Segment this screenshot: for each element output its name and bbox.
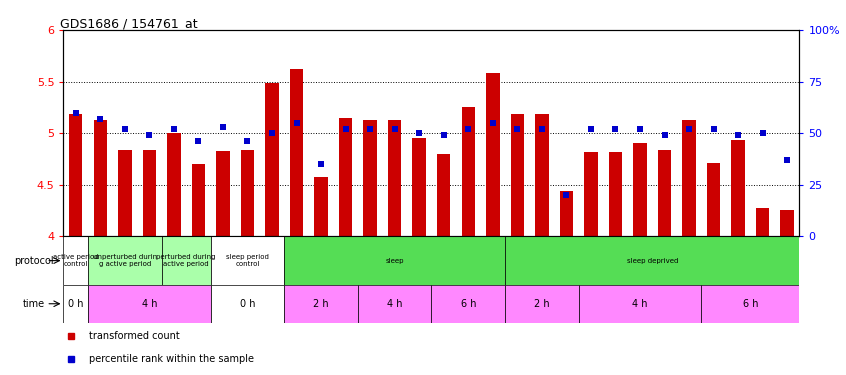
- Point: [142, 132, 156, 138]
- Point: [731, 132, 744, 138]
- Bar: [413, 138, 426, 236]
- Bar: [781, 210, 794, 236]
- Bar: [756, 209, 769, 236]
- Bar: [266, 82, 278, 236]
- Bar: [162, 236, 211, 285]
- Point: [706, 126, 720, 132]
- Point: [755, 130, 769, 136]
- Point: [780, 157, 794, 163]
- Bar: [505, 285, 579, 322]
- Text: 0 h: 0 h: [239, 299, 255, 309]
- Bar: [290, 69, 303, 236]
- Point: [363, 126, 376, 132]
- Point: [216, 124, 229, 130]
- Bar: [211, 236, 284, 285]
- Point: [437, 132, 450, 138]
- Point: [486, 120, 499, 126]
- Text: transformed count: transformed count: [89, 331, 180, 341]
- Bar: [284, 285, 358, 322]
- Point: [191, 138, 205, 144]
- Point: [461, 126, 475, 132]
- Bar: [94, 120, 107, 236]
- Bar: [585, 152, 597, 236]
- Point: [412, 130, 426, 136]
- Point: [510, 126, 524, 132]
- Bar: [462, 107, 475, 236]
- Text: perturbed during
active period: perturbed during active period: [157, 254, 216, 267]
- Text: 4 h: 4 h: [632, 299, 648, 309]
- Point: [559, 192, 573, 198]
- Bar: [168, 133, 180, 236]
- Text: active period
control: active period control: [53, 254, 98, 267]
- Text: 2 h: 2 h: [534, 299, 550, 309]
- Point: [93, 116, 107, 122]
- Bar: [88, 285, 211, 322]
- Bar: [536, 114, 548, 236]
- Text: sleep: sleep: [386, 258, 404, 264]
- Point: [584, 126, 597, 132]
- Text: 4 h: 4 h: [141, 299, 157, 309]
- Bar: [701, 285, 799, 322]
- Text: 6 h: 6 h: [743, 299, 758, 309]
- Bar: [241, 150, 254, 236]
- Text: sleep deprived: sleep deprived: [627, 258, 678, 264]
- Bar: [609, 152, 622, 236]
- Bar: [431, 285, 505, 322]
- Bar: [707, 163, 720, 236]
- Bar: [63, 236, 88, 285]
- Text: GDS1686 / 154761_at: GDS1686 / 154761_at: [60, 17, 197, 30]
- Point: [118, 126, 131, 132]
- Point: [240, 138, 254, 144]
- Point: [167, 126, 180, 132]
- Bar: [118, 150, 131, 236]
- Bar: [560, 191, 573, 236]
- Bar: [192, 164, 205, 236]
- Bar: [634, 143, 646, 236]
- Point: [608, 126, 622, 132]
- Point: [69, 110, 82, 116]
- Bar: [511, 114, 524, 236]
- Bar: [388, 120, 401, 236]
- Bar: [315, 177, 327, 236]
- Bar: [211, 285, 284, 322]
- Point: [387, 126, 401, 132]
- Bar: [683, 120, 695, 236]
- Bar: [732, 140, 744, 236]
- Bar: [364, 120, 376, 236]
- Text: 4 h: 4 h: [387, 299, 403, 309]
- Text: protocol: protocol: [14, 256, 54, 266]
- Text: sleep period
control: sleep period control: [226, 254, 269, 267]
- Bar: [437, 154, 450, 236]
- Point: [338, 126, 352, 132]
- Bar: [339, 118, 352, 236]
- Point: [682, 126, 695, 132]
- Bar: [486, 74, 499, 236]
- Bar: [658, 150, 671, 236]
- Bar: [217, 151, 229, 236]
- Point: [535, 126, 548, 132]
- Bar: [63, 285, 88, 322]
- Text: percentile rank within the sample: percentile rank within the sample: [89, 354, 254, 364]
- Text: time: time: [23, 299, 45, 309]
- Text: 6 h: 6 h: [460, 299, 476, 309]
- Bar: [358, 285, 431, 322]
- Point: [265, 130, 278, 136]
- Text: unperturbed durin
g active period: unperturbed durin g active period: [93, 254, 157, 267]
- Text: 2 h: 2 h: [313, 299, 329, 309]
- Bar: [69, 114, 82, 236]
- Bar: [284, 236, 505, 285]
- Point: [289, 120, 303, 126]
- Bar: [143, 150, 156, 236]
- Text: 0 h: 0 h: [68, 299, 84, 309]
- Point: [633, 126, 646, 132]
- Point: [314, 161, 327, 167]
- Bar: [579, 285, 701, 322]
- Bar: [505, 236, 799, 285]
- Point: [657, 132, 671, 138]
- Bar: [88, 236, 162, 285]
